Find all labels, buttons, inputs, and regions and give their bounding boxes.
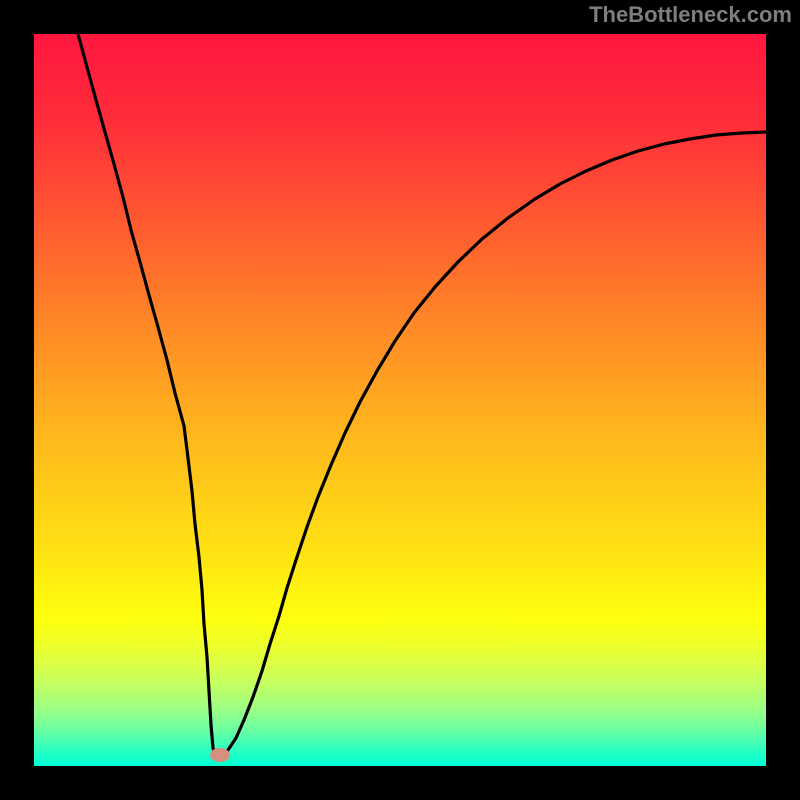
chart-background-gradient bbox=[34, 34, 766, 766]
optimal-point-marker bbox=[210, 748, 230, 762]
watermark-label: TheBottleneck.com bbox=[589, 2, 792, 28]
